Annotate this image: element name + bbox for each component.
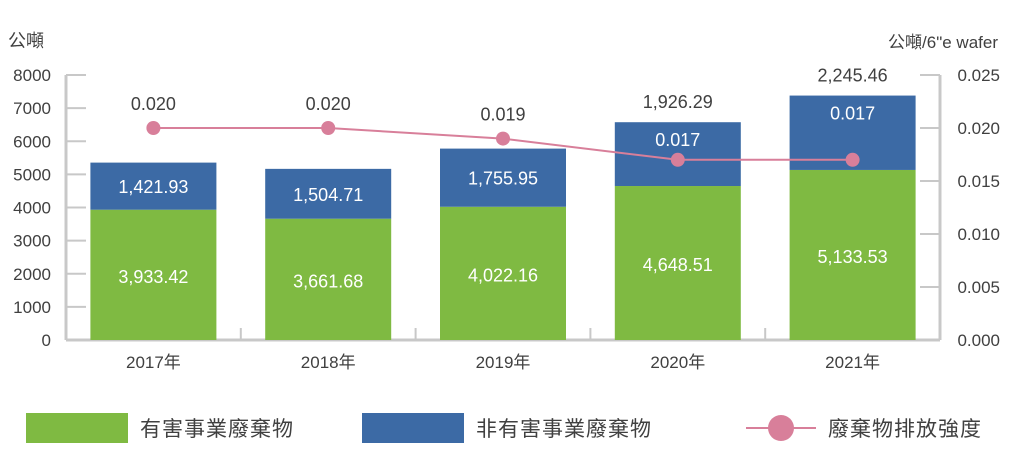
- legend-item-non-hazardous: 非有害事業廢棄物: [362, 408, 652, 448]
- intensity-point: [321, 121, 336, 135]
- right-tick-label: 0.010: [957, 225, 1000, 244]
- left-tick-label: 7000: [13, 99, 51, 118]
- right-tick-label: 0.005: [957, 278, 1000, 297]
- legend-label-intensity: 廢棄物排放強度: [828, 417, 982, 441]
- x-tick-label: 2017年: [126, 353, 181, 372]
- left-tick-label: 6000: [13, 132, 51, 151]
- left-tick-label: 1000: [13, 298, 51, 317]
- legend-swatch-hazardous: [26, 413, 128, 443]
- bar-hazardous: [789, 169, 916, 340]
- intensity-label: 0.017: [830, 104, 875, 124]
- intensity-point: [670, 152, 685, 167]
- label-hazardous: 4,648.51: [643, 255, 713, 275]
- x-tick-label: 2018年: [301, 353, 356, 372]
- legend-label-hazardous: 有害事業廢棄物: [140, 417, 294, 441]
- legend-swatch-non-hazardous: [362, 413, 464, 443]
- intensity-point: [845, 152, 860, 167]
- right-tick-label: 0.025: [957, 66, 1000, 85]
- intensity-point: [146, 121, 161, 135]
- bar-non-hazardous: [440, 148, 566, 207]
- left-tick-label: 0: [42, 331, 51, 350]
- label-hazardous: 4,022.16: [468, 265, 538, 285]
- bar-hazardous: [90, 209, 217, 340]
- label-non-hazardous: 1,504.71: [293, 185, 363, 205]
- intensity-label: 0.017: [655, 130, 700, 150]
- label-non-hazardous: 1,926.29: [643, 92, 713, 112]
- label-hazardous: 3,933.42: [118, 267, 188, 287]
- bar-hazardous: [265, 218, 392, 340]
- intensity-label: 0.020: [131, 94, 176, 114]
- label-non-hazardous: 1,755.95: [468, 169, 538, 189]
- y-axis-left-label: 公噸: [8, 31, 44, 51]
- bar-non-hazardous: [265, 168, 392, 219]
- right-tick-label: 0.000: [957, 331, 1000, 350]
- label-hazardous: 5,133.53: [818, 247, 888, 267]
- x-tick-label: 2021年: [825, 353, 880, 372]
- left-tick-label: 8000: [13, 66, 51, 85]
- y-axis-right-label: 公噸/6"e wafer: [888, 33, 998, 52]
- legend-label-non-hazardous: 非有害事業廢棄物: [476, 417, 652, 441]
- left-tick-label: 2000: [13, 265, 51, 284]
- left-tick-label: 4000: [13, 199, 51, 218]
- left-tick-label: 5000: [13, 165, 51, 184]
- bar-hazardous: [614, 186, 741, 340]
- label-non-hazardous: 2,245.46: [818, 66, 888, 86]
- waste-chart: 0 1000 2000 3000 4000 5000 6000 7000 8000 0.000 0.…: [8, 31, 1000, 372]
- right-tick-label: 0.015: [957, 172, 1000, 191]
- legend-swatch-intensity: [746, 413, 816, 443]
- intensity-label: 0.020: [306, 94, 351, 114]
- bar-non-hazardous: [90, 162, 217, 210]
- intensity-point: [496, 131, 510, 146]
- legend-item-hazardous: 有害事業廢棄物: [26, 408, 294, 448]
- intensity-label: 0.019: [480, 105, 525, 125]
- right-tick-label: 0.020: [957, 119, 1000, 138]
- left-tick-label: 3000: [13, 232, 51, 251]
- x-tick-label: 2019年: [476, 353, 531, 372]
- bar-hazardous: [440, 206, 566, 340]
- label-hazardous: 3,661.68: [293, 271, 363, 291]
- label-non-hazardous: 1,421.93: [118, 177, 188, 197]
- x-tick-label: 2020年: [650, 353, 705, 372]
- legend-item-intensity: 廢棄物排放強度: [746, 408, 982, 448]
